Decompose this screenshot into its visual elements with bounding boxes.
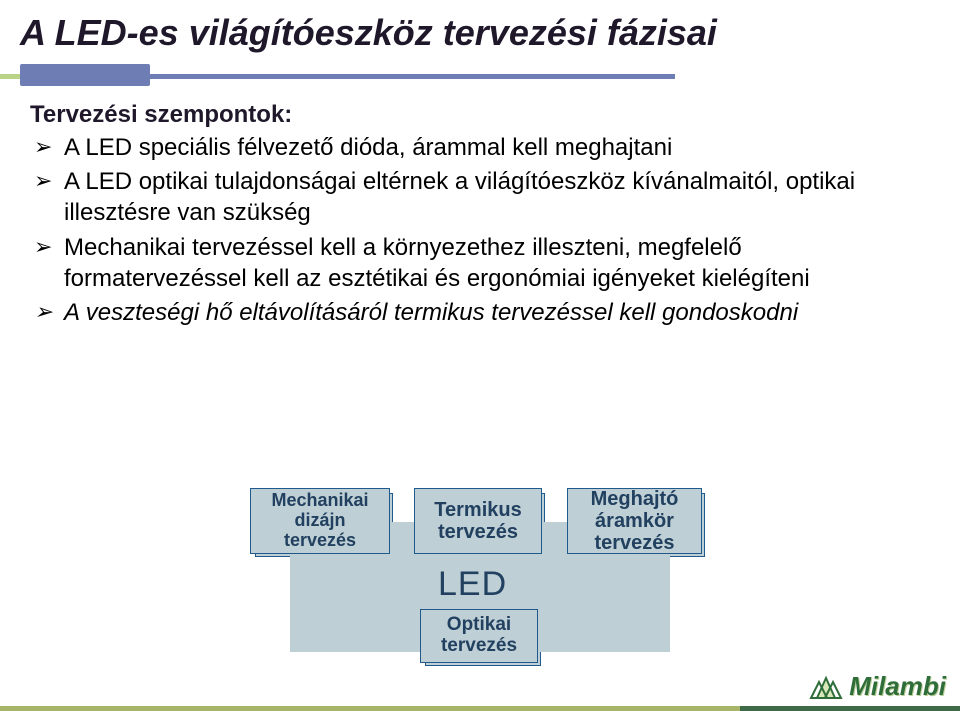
node-label: dizájn [294,511,345,531]
node-mechanical: Mechanikai dizájn tervezés [250,488,390,554]
node-label: Mechanikai [271,491,368,511]
node-optical: Optikai tervezés [420,609,538,663]
brand-text: Milambi [849,671,946,702]
title-underline [0,64,950,86]
node-label: tervezés [441,636,517,657]
node-driver: Meghajtó áramkör tervezés [567,488,702,554]
list-item: Mechanikai tervezéssel kell a környezeth… [64,233,930,294]
list-item: A LED speciális félvezető dióda, árammal… [64,133,930,164]
list-item: A LED optikai tulajdonságai eltérnek a v… [64,167,930,228]
node-thermal: Termikus tervezés [414,488,542,554]
phases-diagram: Mechanikai dizájn tervezés Termikus terv… [250,482,720,682]
node-label: Optikai [447,615,511,636]
node-label: Termikus [434,499,521,521]
footer-brand: Milambi [809,669,946,703]
node-label: tervezés [284,531,356,551]
node-label: Meghajtó [591,488,679,510]
node-label: tervezés [594,532,674,554]
node-label: tervezés [438,521,518,543]
footer-rule [0,706,960,711]
content-area: Tervezési szempontok: A LED speciális fé… [30,100,930,333]
node-label: áramkör [595,510,674,532]
subheading: Tervezési szempontok: [30,100,930,131]
bullet-list: A LED speciális félvezető dióda, árammal… [30,133,930,329]
list-item: A veszteségi hő eltávolításáról termikus… [64,298,930,329]
logo-icon [809,672,843,700]
page-title: A LED-es világítóeszköz tervezési fázisa… [20,12,940,54]
diagram-center-label: LED [438,565,507,604]
